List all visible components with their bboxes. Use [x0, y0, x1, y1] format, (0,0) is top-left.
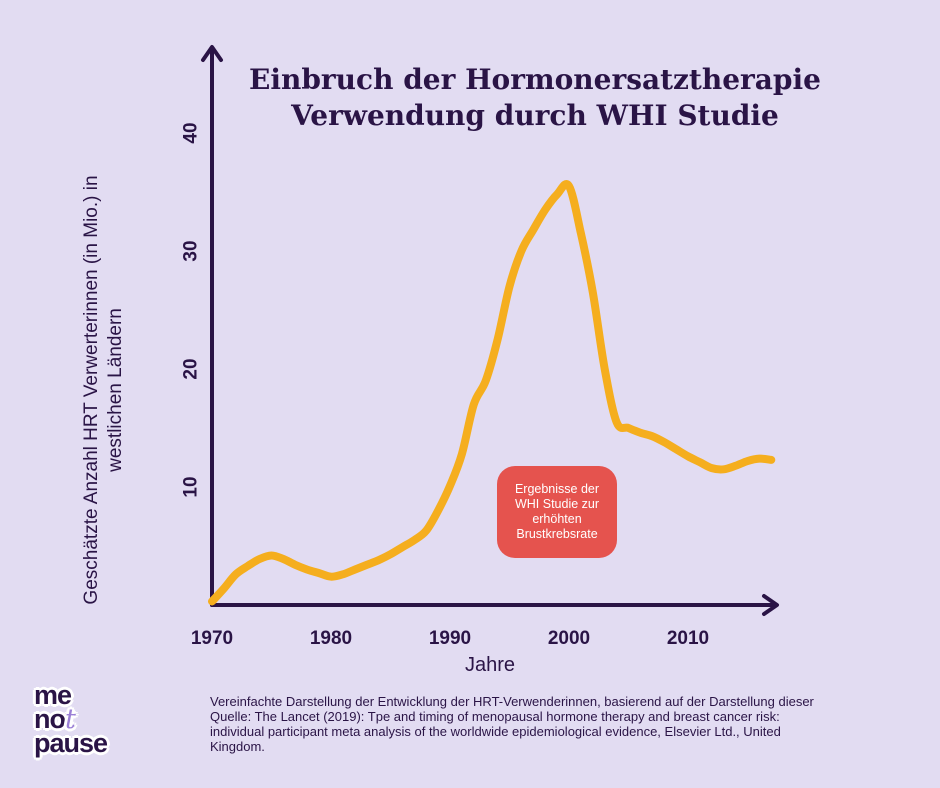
logo-line-2-a: no	[34, 704, 66, 734]
logo-line-2-b: t	[65, 704, 76, 735]
series-lines	[208, 180, 776, 606]
y-tick-label-30: 30	[181, 240, 202, 261]
chart-title: Einbruch der Hormonersatztherapie Verwen…	[249, 63, 821, 132]
x-axis-arrowhead	[762, 594, 779, 616]
y-tick-label-40: 40	[181, 122, 202, 143]
source-note: Vereinfachte Darstellung der Entwicklung…	[210, 694, 814, 754]
whi-annotation-badge: Ergebnisse der WHI Studie zur erhöhten B…	[497, 466, 617, 558]
y-tick-label-10: 10	[181, 476, 202, 497]
y-axis-arrowhead	[201, 45, 223, 62]
logo-line-3: pause	[34, 728, 108, 758]
y-axis-label: Geschätzte Anzahl HRT Verwerterinnen (in…	[81, 175, 126, 605]
x-tick-label-1980: 1980	[310, 628, 352, 649]
x-tick-label-2010: 2010	[667, 628, 709, 649]
logo-line-2: not	[34, 704, 76, 735]
x-tick-label-2000: 2000	[548, 628, 590, 649]
series-line-0	[208, 180, 776, 606]
y-tick-label-20: 20	[181, 358, 202, 379]
logo-line-1: me	[34, 680, 72, 710]
menonotpause-logo: me not pause	[28, 676, 138, 768]
x-axis-label: Jahre	[465, 654, 516, 676]
chart-axes	[201, 45, 779, 616]
x-tick-label-1990: 1990	[429, 628, 471, 649]
x-tick-label-1970: 1970	[191, 628, 233, 649]
